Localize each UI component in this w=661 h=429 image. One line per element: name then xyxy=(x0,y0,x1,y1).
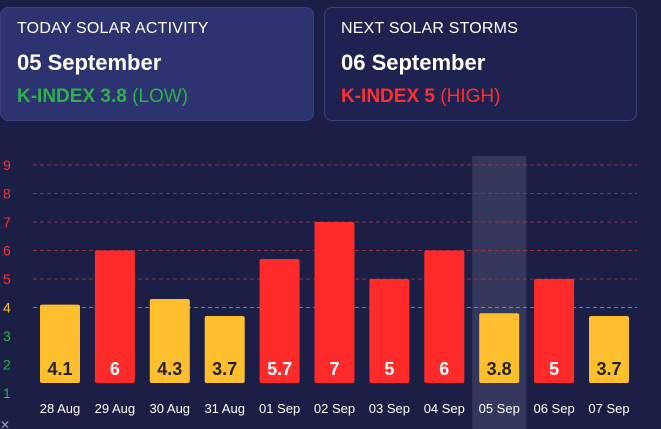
bar-28-aug xyxy=(40,304,80,383)
x-tick-label: 29 Aug xyxy=(95,401,136,416)
x-tick-label: 30 Aug xyxy=(150,401,191,416)
bar-value-label: 3.7 xyxy=(596,359,621,379)
x-tick-label: 03 Sep xyxy=(369,401,410,416)
bar-value-label: 3.8 xyxy=(487,359,512,379)
y-tick-label-7: 7 xyxy=(3,214,11,230)
bar-01-sep xyxy=(259,259,300,383)
y-tick-label-5: 5 xyxy=(3,271,11,287)
today-date: 05 September xyxy=(17,50,162,75)
y-tick-label-3: 3 xyxy=(3,328,11,344)
x-tick-label: 06 Sep xyxy=(533,401,574,416)
x-tick-label: 04 Sep xyxy=(424,401,465,416)
bar-02-sep xyxy=(314,222,355,383)
bar-value-label: 5.7 xyxy=(267,359,292,379)
next-card-title: NEXT SOLAR STORMS xyxy=(341,20,519,37)
y-tick-label-9: 9 xyxy=(3,157,11,173)
y-tick-label-1: 1 xyxy=(3,385,11,401)
today-card-title: TODAY SOLAR ACTIVITY xyxy=(17,20,209,37)
x-tick-label: 02 Sep xyxy=(314,401,355,416)
bar-value-label: 6 xyxy=(439,359,449,379)
bar-06-sep xyxy=(534,279,575,383)
bar-value-label: 5 xyxy=(384,359,394,379)
k-index-bar-chart: 1 2 3 4 5 6 7 8 9 4.1 28 Aug 6 29 Aug 4.3 30 Aug 3.7 31 … xyxy=(0,156,637,429)
x-tick-label: 31 Aug xyxy=(204,401,245,416)
y-tick-label-6: 6 xyxy=(3,243,11,259)
bar-value-label: 4.1 xyxy=(47,359,72,379)
bar-value-label: 4.3 xyxy=(157,359,182,379)
y-tick-label-8: 8 xyxy=(3,186,11,202)
bar-value-label: 7 xyxy=(329,359,339,379)
x-tick-label: 01 Sep xyxy=(259,401,300,416)
bar-03-sep xyxy=(369,279,410,383)
bar-value-label: 5 xyxy=(549,359,559,379)
bar-04-sep xyxy=(424,250,465,383)
next-k-index-level: (HIGH) xyxy=(440,86,501,107)
x-tick-label: 28 Aug xyxy=(40,401,81,416)
close-icon: ✕ xyxy=(0,418,10,429)
bar-value-label: 3.7 xyxy=(212,359,237,379)
today-k-index: K-INDEX 3.8 (LOW) xyxy=(17,86,297,108)
bar-29-aug xyxy=(94,250,135,383)
today-solar-activity-card: TODAY SOLAR ACTIVITY 05 September K-INDE… xyxy=(0,7,314,121)
bar-31-aug xyxy=(204,316,245,383)
bar-07-sep xyxy=(589,316,629,383)
highlight-column xyxy=(472,156,527,429)
next-solar-storms-card: NEXT SOLAR STORMS 06 September K-INDEX 5… xyxy=(324,7,637,121)
bar-value-label: 6 xyxy=(110,359,120,379)
next-k-index-value: K-INDEX 5 xyxy=(341,86,435,107)
y-tick-label-2: 2 xyxy=(3,357,11,373)
today-k-index-value: K-INDEX 3.8 xyxy=(17,86,127,107)
bar-05-sep xyxy=(479,313,520,383)
y-tick-label-4: 4 xyxy=(3,300,11,316)
x-tick-label: 07 Sep xyxy=(588,401,629,416)
today-k-index-level: (LOW) xyxy=(132,86,189,107)
x-tick-label: 05 Sep xyxy=(479,401,520,416)
next-k-index: K-INDEX 5 (HIGH) xyxy=(341,86,620,108)
next-storm-date: 06 September xyxy=(341,50,486,75)
bar-30-aug xyxy=(149,298,190,383)
